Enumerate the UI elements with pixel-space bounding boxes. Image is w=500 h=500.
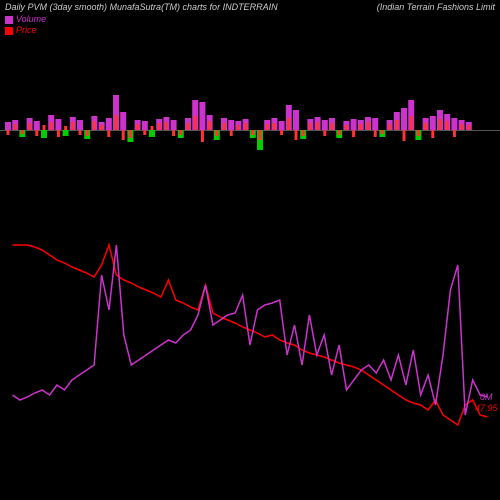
legend-volume-label: Volume (16, 14, 46, 25)
legend-swatch-price (5, 27, 13, 35)
price-volume-line-chart (5, 225, 495, 445)
end-label-volume: 0M (480, 392, 493, 402)
title-right: (Indian Terrain Fashions Limit (377, 2, 495, 12)
title-left: Daily PVM (3day smooth) MunafaSutra(TM) … (5, 2, 278, 12)
legend-volume: Volume (5, 14, 495, 25)
legend: Volume Price (0, 14, 500, 36)
end-label-price: 47.95 (475, 403, 498, 413)
legend-price-label: Price (16, 25, 37, 36)
volume-bar-chart (5, 90, 480, 170)
chart-header: Daily PVM (3day smooth) MunafaSutra(TM) … (0, 0, 500, 14)
legend-price: Price (5, 25, 495, 36)
legend-swatch-volume (5, 16, 13, 24)
